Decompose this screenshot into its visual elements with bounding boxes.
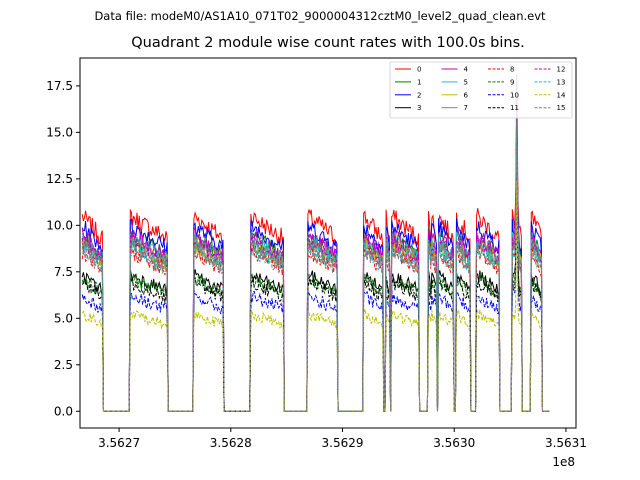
series-line-5 <box>81 123 550 412</box>
legend-label-15: 15 <box>557 104 566 112</box>
legend-label-9: 9 <box>510 78 514 86</box>
legend-label-1: 1 <box>417 78 421 86</box>
y-tick-label: 15.0 <box>46 125 73 139</box>
legend-label-0: 0 <box>417 66 421 74</box>
x-axis: 3.5627 3.5628 3.5629 3.5630 3.5631 <box>98 428 587 450</box>
legend-box <box>389 61 573 119</box>
legend-label-7: 7 <box>464 104 468 112</box>
plot-frame <box>79 57 577 429</box>
series-line-11 <box>81 123 550 412</box>
legend-label-5: 5 <box>464 78 468 86</box>
legend-label-8: 8 <box>510 66 514 74</box>
y-axis: 0.0 2.5 5.0 7.5 10.0 12.5 15.0 17.5 <box>46 79 80 418</box>
legend-label-13: 13 <box>557 78 566 86</box>
y-tick-label: 0.0 <box>54 404 73 418</box>
y-tick-label: 17.5 <box>46 79 73 93</box>
series-line-12 <box>81 110 550 412</box>
series-lines <box>81 74 550 412</box>
x-axis-offset-label: 1e8 <box>552 455 575 469</box>
x-tick-label: 3.5628 <box>210 436 252 450</box>
legend-label-10: 10 <box>510 91 519 99</box>
y-tick-label: 10.0 <box>46 218 73 232</box>
data-file-title: Data file: modeM0/AS1A10_071T02_90000043… <box>94 9 546 23</box>
x-tick-label: 3.5627 <box>98 436 140 450</box>
x-tick-label: 3.5631 <box>545 436 587 450</box>
legend-label-12: 12 <box>557 66 566 74</box>
y-tick-label: 12.5 <box>46 172 73 186</box>
x-tick-label: 3.5630 <box>433 436 475 450</box>
series-line-9 <box>81 128 550 412</box>
series-line-6 <box>81 165 550 412</box>
legend-label-4: 4 <box>464 66 469 74</box>
legend-label-14: 14 <box>557 91 566 99</box>
series-line-13 <box>81 121 550 412</box>
chart-title: Quadrant 2 module wise count rates with … <box>131 35 525 51</box>
y-tick-label: 7.5 <box>54 265 73 279</box>
y-tick-label: 5.0 <box>54 311 73 325</box>
x-tick-label: 3.5629 <box>322 436 364 450</box>
series-line-7 <box>81 126 550 412</box>
y-tick-label: 2.5 <box>54 358 73 372</box>
legend-label-3: 3 <box>417 104 421 112</box>
series-line-8 <box>81 113 550 412</box>
legend-label-11: 11 <box>510 104 519 112</box>
legend-label-2: 2 <box>417 91 421 99</box>
legend-label-6: 6 <box>464 91 469 99</box>
series-line-15 <box>81 113 550 412</box>
